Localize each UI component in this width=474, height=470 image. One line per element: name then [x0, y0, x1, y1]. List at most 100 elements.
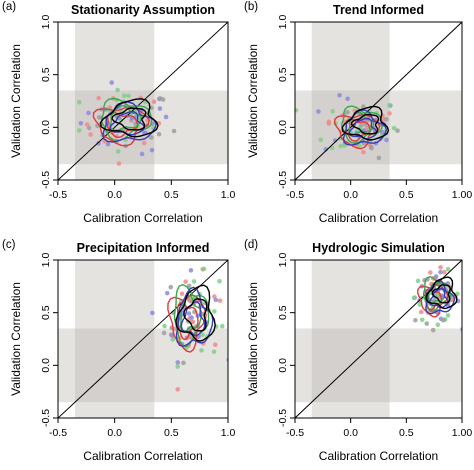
y-tick-label: 1.0: [277, 15, 289, 30]
data-point: [77, 128, 82, 133]
data-point: [441, 317, 446, 323]
data-point: [387, 111, 392, 116]
contour-line: [173, 283, 210, 348]
data-point: [326, 119, 332, 125]
data-point: [217, 278, 222, 284]
data-point: [213, 297, 219, 303]
data-point: [88, 132, 93, 137]
data-point: [359, 122, 364, 128]
data-point: [380, 130, 385, 135]
data-point: [376, 155, 382, 161]
data-point: [86, 110, 91, 116]
y-tick-label: 1.0: [40, 253, 52, 268]
data-point: [428, 270, 433, 275]
data-point: [186, 283, 192, 289]
data-point: [316, 109, 321, 114]
contour-line: [428, 287, 449, 309]
data-point: [411, 295, 417, 301]
data-point: [115, 87, 120, 93]
data-point: [368, 144, 374, 150]
data-point: [200, 332, 205, 338]
x-axis-label: Calibration Correlation: [319, 211, 438, 225]
panel-letter: (a): [2, 1, 16, 13]
data-point: [86, 125, 92, 131]
x-tick-label: 1.0: [221, 189, 236, 201]
panel-1: -0.5-0.5 0.0 0.0 0.5 0.5 1.0 1.0 Stationarity A…: [2, 1, 235, 225]
contour-line: [422, 276, 452, 313]
panel-title: Hydrologic Simulation: [312, 241, 445, 255]
x-tick-label: 0.5: [399, 189, 414, 201]
one-to-one-line: [58, 22, 228, 180]
panel-title: Stationarity Assumption: [71, 3, 215, 17]
contour-line: [425, 276, 458, 310]
x-tick-label: 0.0: [107, 427, 122, 439]
plot-frame: [57, 21, 229, 181]
data-point: [318, 137, 323, 143]
contour-line: [348, 117, 378, 140]
data-point: [157, 106, 163, 111]
y-tick-label: 1.0: [40, 15, 52, 30]
data-point: [189, 315, 194, 320]
data-point: [84, 122, 90, 127]
data-point: [391, 125, 397, 131]
contour-line: [109, 110, 145, 136]
contour-line: [425, 279, 456, 315]
data-point: [181, 360, 186, 366]
data-point: [168, 284, 174, 290]
data-point: [337, 92, 342, 98]
data-point: [413, 317, 418, 323]
data-point: [387, 102, 392, 108]
data-point: [219, 323, 225, 329]
data-point: [345, 96, 350, 102]
plot-area: [295, 260, 462, 418]
data-point: [96, 115, 102, 120]
data-point: [170, 337, 176, 342]
y-tick-label: 0.5: [277, 67, 289, 82]
data-point: [164, 290, 170, 296]
x-tick-label: 0.5: [164, 189, 179, 201]
data-point: [438, 265, 443, 270]
data-point: [190, 319, 196, 325]
data-point: [76, 99, 82, 105]
plot-area: [58, 260, 228, 418]
data-point: [105, 141, 111, 147]
x-tick-label: 0.5: [164, 427, 179, 439]
y-axis-label: Validation Correlation: [246, 44, 260, 158]
data-point: [338, 143, 343, 149]
data-point: [419, 317, 425, 323]
panel-2: -0.5-0.5 0.0 0.0 0.5 0.5 1.00 1.0 Trend Informe…: [244, 1, 472, 225]
data-point: [424, 321, 430, 326]
y-tick-label: -0.5: [40, 171, 52, 189]
data-point: [179, 291, 185, 297]
data-point: [149, 135, 154, 140]
data-point: [115, 149, 121, 154]
x-tick-label: -0.5: [286, 427, 304, 439]
data-point: [295, 108, 299, 113]
data-point: [445, 266, 451, 272]
plot-area: [295, 22, 462, 180]
data-point: [156, 131, 162, 137]
data-point: [201, 266, 207, 272]
data-point: [212, 342, 218, 348]
data-point: [455, 291, 460, 297]
data-point: [430, 327, 436, 333]
panel-4: -0.5-0.5 0.0 0.0 0.5 0.5 1.00 1.0 Hydrologic Si…: [244, 239, 472, 463]
data-point: [150, 310, 155, 316]
data-point: [186, 311, 192, 316]
contour-line: [348, 111, 375, 135]
data-point: [175, 364, 180, 369]
contour-line: [111, 107, 147, 131]
data-point: [217, 298, 223, 303]
contour-line: [180, 294, 203, 333]
data-point: [175, 360, 181, 365]
x-axis-label: Calibration Correlation: [83, 449, 202, 463]
y-tick-label: 0.0: [40, 120, 52, 135]
y-axis-label: Validation Correlation: [246, 282, 260, 396]
y-tick-label: -0.5: [40, 409, 52, 427]
x-tick-label: -0.5: [49, 427, 67, 439]
x-tick-label: -0.5: [49, 189, 67, 201]
x-tick-label: 1.0: [221, 427, 236, 439]
panel-title: Precipitation Informed: [77, 241, 210, 255]
data-point: [384, 116, 389, 122]
